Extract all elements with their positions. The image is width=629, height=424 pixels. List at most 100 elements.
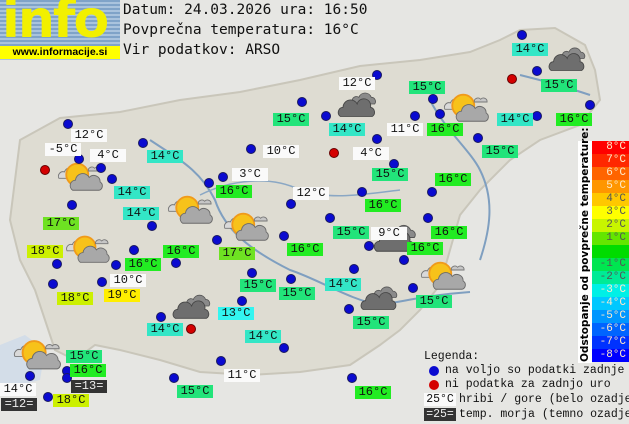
scale-step: 3°C xyxy=(592,206,629,219)
station-marker[interactable] xyxy=(156,312,166,322)
temperature-label: 13°C xyxy=(218,307,254,320)
logo-url-link[interactable]: www.informacije.si xyxy=(0,46,120,59)
overcast-cloud-icon xyxy=(548,44,588,78)
station-marker[interactable] xyxy=(25,371,35,381)
temperature-label: 14°C xyxy=(114,186,150,199)
station-marker[interactable] xyxy=(347,373,357,383)
station-marker[interactable] xyxy=(52,259,62,269)
scale-step: 7°C xyxy=(592,154,629,167)
station-marker[interactable] xyxy=(237,296,247,306)
station-marker[interactable] xyxy=(423,213,433,223)
station-marker[interactable] xyxy=(325,213,335,223)
sea-temperature-label: =12= xyxy=(1,398,37,411)
mountain-temperature-label: 3°C xyxy=(232,168,268,181)
temperature-label: 15°C xyxy=(541,79,577,92)
station-marker[interactable] xyxy=(171,258,181,268)
station-marker[interactable] xyxy=(246,144,256,154)
station-marker[interactable] xyxy=(96,163,106,173)
temperature-label: 14°C xyxy=(147,323,183,336)
date-time-line: Datum: 24.03.2026 ura: 16:50 xyxy=(123,2,368,18)
station-marker[interactable] xyxy=(321,111,331,121)
partly-cloudy-icon xyxy=(13,337,61,377)
temperature-label: 15°C xyxy=(279,287,315,300)
temperature-label: 17°C xyxy=(219,247,255,260)
mountain-temperature-label: 10°C xyxy=(263,145,299,158)
deviation-color-scale: 8°C 7°C 6°C 5°C 4°C 3°C 2°C 1°C -1°C -2°C -3°C -4°C… xyxy=(592,141,629,362)
temperature-label: 17°C xyxy=(43,217,79,230)
station-marker[interactable] xyxy=(435,109,445,119)
station-marker[interactable] xyxy=(517,30,527,40)
average-temperature-line: Povprečna temperatura: 16°C xyxy=(123,22,359,38)
station-marker[interactable] xyxy=(372,134,382,144)
station-marker[interactable] xyxy=(67,200,77,210)
scale-step: 8°C xyxy=(592,141,629,154)
mountain-temperature-label: 14°C xyxy=(0,383,36,396)
station-marker[interactable] xyxy=(62,373,72,383)
mountain-temperature-label: 9°C xyxy=(371,227,407,240)
mountain-temperature-label: 12°C xyxy=(293,187,329,200)
temperature-label: 16°C xyxy=(365,199,401,212)
station-marker[interactable] xyxy=(473,133,483,143)
station-marker[interactable] xyxy=(63,119,73,129)
red-dot-icon xyxy=(429,380,439,390)
temperature-label: 18°C xyxy=(27,245,63,258)
station-marker[interactable] xyxy=(399,255,409,265)
logo-word: info xyxy=(2,0,109,44)
station-marker[interactable] xyxy=(372,70,382,80)
station-marker[interactable] xyxy=(357,187,367,197)
station-marker[interactable] xyxy=(408,283,418,293)
station-marker[interactable] xyxy=(97,277,107,287)
station-marker[interactable] xyxy=(107,174,117,184)
station-marker[interactable] xyxy=(279,343,289,353)
station-marker[interactable] xyxy=(349,264,359,274)
station-marker[interactable] xyxy=(169,373,179,383)
station-marker-missing[interactable] xyxy=(186,324,196,334)
station-marker[interactable] xyxy=(212,235,222,245)
station-marker[interactable] xyxy=(297,97,307,107)
station-marker[interactable] xyxy=(532,66,542,76)
station-marker[interactable] xyxy=(111,260,121,270)
overcast-cloud-icon xyxy=(337,89,379,124)
station-marker[interactable] xyxy=(129,245,139,255)
scale-step: -8°C xyxy=(592,349,629,362)
scale-step: 6°C xyxy=(592,167,629,180)
station-marker[interactable] xyxy=(427,187,437,197)
station-marker[interactable] xyxy=(585,100,595,110)
site-logo[interactable]: info www.informacije.si xyxy=(0,0,120,60)
station-marker-missing[interactable] xyxy=(329,148,339,158)
station-marker[interactable] xyxy=(247,268,257,278)
station-marker[interactable] xyxy=(48,279,58,289)
station-marker[interactable] xyxy=(216,356,226,366)
partly-cloudy-icon xyxy=(57,160,103,198)
overcast-cloud-icon xyxy=(360,283,400,317)
temperature-label: 16°C xyxy=(427,123,463,136)
scale-step xyxy=(592,245,629,258)
station-marker-missing[interactable] xyxy=(40,165,50,175)
scale-step: 4°C xyxy=(592,193,629,206)
scale-step: 1°C xyxy=(592,232,629,245)
station-marker[interactable] xyxy=(410,111,420,121)
partly-cloudy-icon xyxy=(223,210,269,248)
station-marker[interactable] xyxy=(364,241,374,251)
station-marker[interactable] xyxy=(344,304,354,314)
scale-step: -4°C xyxy=(592,297,629,310)
temperature-label: 16°C xyxy=(70,364,106,377)
station-marker[interactable] xyxy=(286,199,296,209)
legend-mountain: 25°C hribi / gore (belo ozadje) xyxy=(424,393,629,407)
station-marker[interactable] xyxy=(43,392,53,402)
temperature-label: 14°C xyxy=(325,278,361,291)
station-marker-missing[interactable] xyxy=(507,74,517,84)
station-marker[interactable] xyxy=(218,172,228,182)
station-marker[interactable] xyxy=(532,111,542,121)
station-marker[interactable] xyxy=(286,274,296,284)
station-marker[interactable] xyxy=(279,231,289,241)
station-marker[interactable] xyxy=(204,178,214,188)
mountain-temperature-label: 4°C xyxy=(353,147,389,160)
temperature-label: 15°C xyxy=(333,226,369,239)
station-marker[interactable] xyxy=(428,94,438,104)
temperature-label: 14°C xyxy=(147,150,183,163)
station-marker[interactable] xyxy=(147,221,157,231)
mountain-temperature-label: 12°C xyxy=(339,77,375,90)
station-marker[interactable] xyxy=(138,138,148,148)
